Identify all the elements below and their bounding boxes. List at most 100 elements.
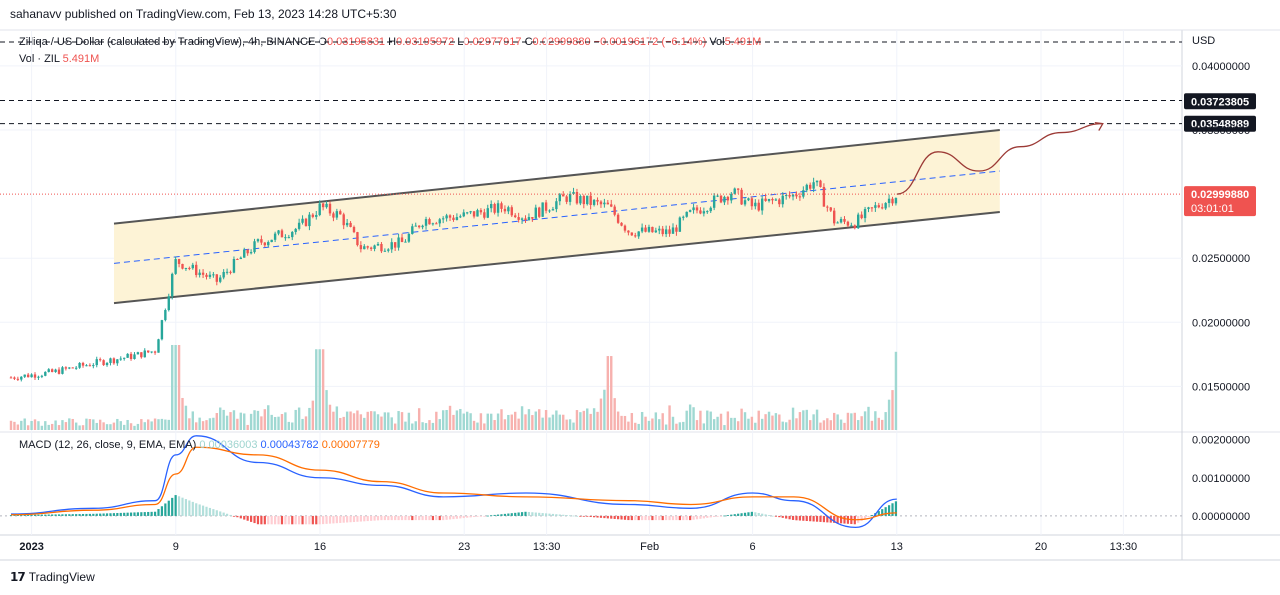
signal-value: 0.00007779 xyxy=(321,439,380,451)
candle-body xyxy=(448,215,452,218)
volume-bars xyxy=(9,345,898,430)
candle-body xyxy=(555,201,558,210)
macd-histogram-bar xyxy=(610,515,613,519)
macd-histogram-bar xyxy=(294,515,297,525)
macd-histogram-bar xyxy=(236,515,239,518)
candle-body xyxy=(884,203,887,209)
macd-histogram-bar xyxy=(404,515,407,521)
volume-bar xyxy=(616,411,620,430)
macd-histogram-bar xyxy=(27,514,30,516)
candle-body xyxy=(483,212,486,218)
macd-label[interactable]: MACD (12, 26, close, 9, EMA, EMA) xyxy=(19,439,197,451)
volume-bar xyxy=(555,410,558,430)
macd-histogram-bar xyxy=(260,515,263,525)
volume-bar xyxy=(23,418,26,430)
macd-value: 0.00043782 xyxy=(260,439,319,451)
tradingview-footer[interactable]: 𝟭𝟳 TradingView xyxy=(10,570,95,584)
volume-bar xyxy=(651,418,654,430)
candle-body xyxy=(654,230,658,233)
volume-bar xyxy=(634,422,637,430)
candle-body xyxy=(616,214,620,223)
macd-histogram-bar xyxy=(634,515,637,521)
macd-histogram-bar xyxy=(246,515,249,521)
macd-histogram-bar xyxy=(785,515,788,519)
volume-bar xyxy=(520,406,524,430)
candle-body xyxy=(472,211,476,217)
time-tick-label: 13:30 xyxy=(1110,541,1138,553)
macd-histogram-bar xyxy=(291,515,294,525)
candle-body xyxy=(465,212,469,214)
candle-body xyxy=(198,272,201,276)
macd-histogram-bar xyxy=(30,514,33,516)
ascending-channel[interactable] xyxy=(113,129,1000,305)
volume-bar xyxy=(654,412,658,430)
candle-body xyxy=(147,350,150,353)
projection-path xyxy=(896,122,1103,195)
volume-bar xyxy=(819,422,822,430)
time-tick-label: 6 xyxy=(750,541,756,553)
symbol-name[interactable]: Zilliqa / US Dollar (calculated by Tradi… xyxy=(19,36,316,48)
candle-body xyxy=(562,194,565,197)
candle-body xyxy=(23,374,26,377)
candle-body xyxy=(133,354,136,359)
macd-histogram-bar xyxy=(229,514,232,516)
candle-body xyxy=(215,274,218,282)
volume-bar xyxy=(136,423,140,430)
candle-body xyxy=(105,362,109,366)
candle-body xyxy=(760,198,764,211)
macd-histogram-bar xyxy=(414,515,417,521)
volume-bar xyxy=(71,418,74,430)
horizontal-levels[interactable]: 0.03723805 0.03548989 0.02999880 03:01:01 xyxy=(0,41,1256,217)
macd-histogram-bar xyxy=(57,514,61,516)
macd-histogram-bar xyxy=(335,515,338,524)
macd-histogram-bar xyxy=(582,515,585,517)
macd-histogram-bar xyxy=(304,515,308,525)
volume-bar xyxy=(764,414,767,430)
candle-body xyxy=(20,376,23,380)
volume-bar xyxy=(311,400,315,430)
volume-bar xyxy=(565,419,568,430)
candle-body xyxy=(750,198,754,207)
macd-histogram-bar xyxy=(637,515,640,521)
volume-bar xyxy=(695,420,699,430)
volume-bar xyxy=(592,408,596,430)
volume-bar xyxy=(270,414,273,430)
volume-bar xyxy=(435,411,438,430)
macd-histogram-bar xyxy=(95,513,98,516)
candle-body xyxy=(328,203,332,214)
volume-bar xyxy=(212,417,215,430)
candle-body xyxy=(551,209,555,211)
volume-bar xyxy=(184,405,188,430)
volume-bar xyxy=(325,390,328,430)
volume-bar xyxy=(839,419,843,430)
last-price-label: 0.02999880 xyxy=(1191,189,1249,201)
volume-bar xyxy=(884,412,887,430)
macd-histogram-bar xyxy=(424,515,428,521)
candle-body xyxy=(201,272,205,275)
volume-bar xyxy=(260,416,263,430)
macd-histogram-bar xyxy=(503,513,507,516)
volume-bar xyxy=(867,406,870,430)
macd-histogram-bar xyxy=(719,515,723,517)
macd-histogram-bar xyxy=(315,515,318,525)
candle-body xyxy=(634,235,637,237)
volume-bar xyxy=(119,421,122,430)
volume-bar xyxy=(98,419,102,430)
macd-histogram-bar xyxy=(836,515,839,524)
volume-bar xyxy=(143,422,146,430)
candle-body xyxy=(256,239,260,242)
volume-label[interactable]: Vol · ZIL xyxy=(19,53,60,65)
macd-histogram-bar xyxy=(819,515,822,522)
macd-histogram-bar xyxy=(47,514,50,516)
macd-tick-label: 0.00000000 xyxy=(1192,511,1250,523)
candle-body xyxy=(846,221,850,226)
volume-bar xyxy=(133,425,136,430)
volume-bar xyxy=(315,349,318,430)
volume-bar xyxy=(706,410,709,430)
macd-histogram-bar xyxy=(23,514,26,516)
volume-bar xyxy=(575,410,579,430)
volume-bar xyxy=(441,410,445,430)
volume-bar xyxy=(287,421,291,430)
candle-body xyxy=(771,198,774,201)
